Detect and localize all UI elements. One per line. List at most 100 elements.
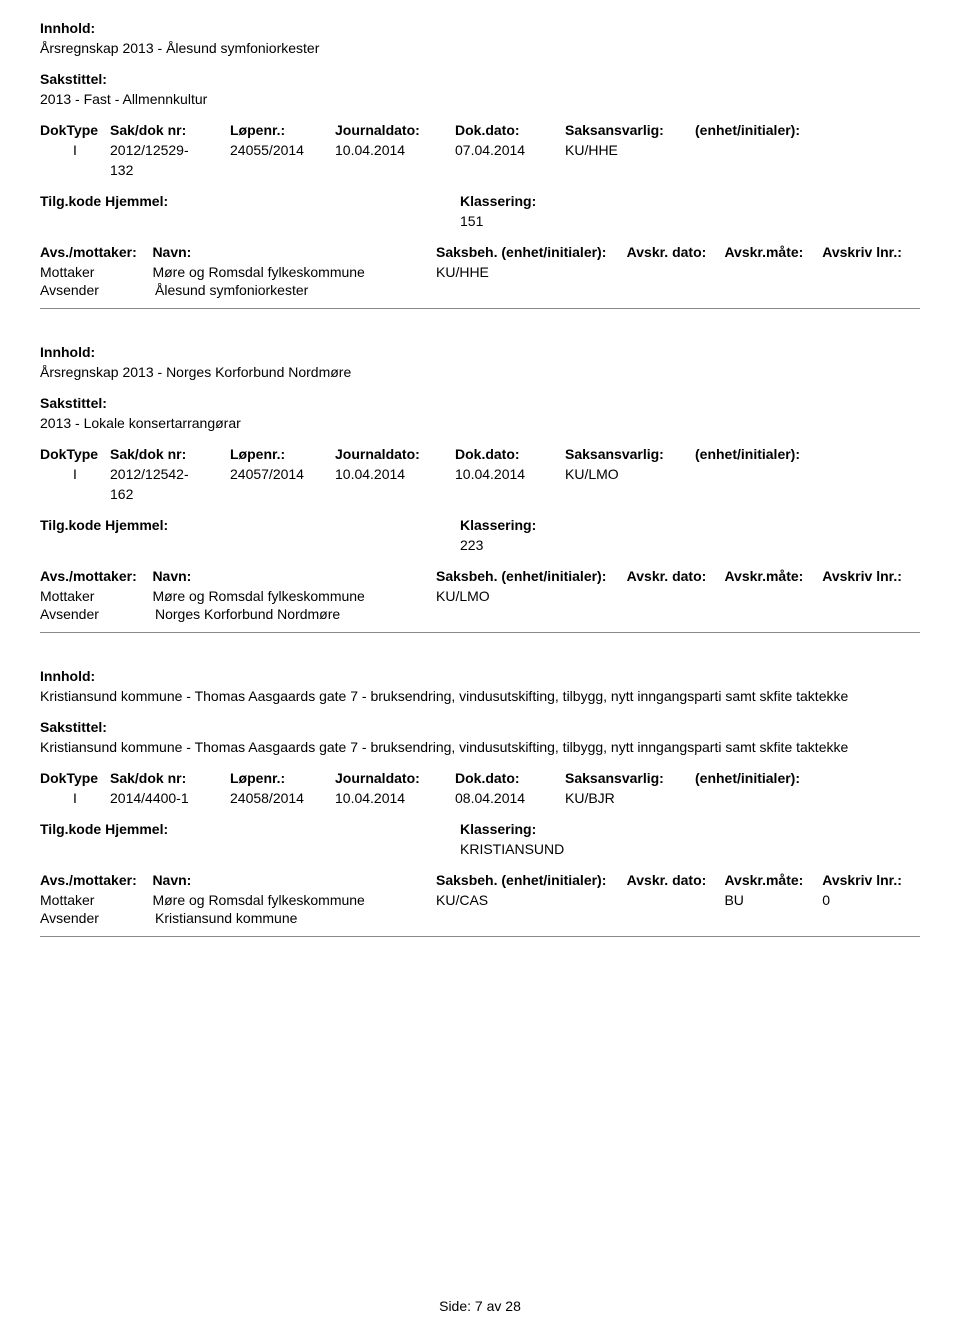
- avskrdato-header: Avskr. dato:: [627, 568, 725, 584]
- avsender-row: Avsender Norges Korforbund Nordmøre: [40, 606, 920, 622]
- journaldato-header: Journaldato:: [335, 446, 455, 462]
- mottaker-avskrivlnr: [822, 588, 920, 604]
- dokdato-header: Dok.dato:: [455, 446, 565, 462]
- avsender-row: Avsender Ålesund symfoniorkester: [40, 282, 920, 298]
- metadata-header-row: DokType Sak/dok nr: Løpenr.: Journaldato…: [40, 122, 920, 138]
- avsender-navn: Kristiansund kommune: [155, 910, 445, 926]
- enhet-header: (enhet/initialer):: [695, 122, 825, 138]
- enhet-header: (enhet/initialer):: [695, 446, 825, 462]
- doktype-value: I: [40, 790, 110, 806]
- avsender-row: Avsender Kristiansund kommune: [40, 910, 920, 926]
- navn-header: Navn:: [152, 872, 436, 888]
- dokdato-value: 10.04.2014: [455, 466, 565, 482]
- innhold-label: Innhold:: [40, 20, 920, 36]
- klassering-value: 151: [460, 213, 920, 229]
- participants-header: Avs./mottaker: Navn: Saksbeh. (enhet/ini…: [40, 244, 920, 260]
- mottaker-avskrmate: [724, 588, 822, 604]
- mottaker-saksbeh: KU/CAS: [436, 892, 627, 908]
- avskrivlnr-header: Avskriv lnr.:: [822, 244, 920, 260]
- innhold-text: Kristiansund kommune - Thomas Aasgaards …: [40, 688, 920, 704]
- avsmottaker-header: Avs./mottaker:: [40, 872, 152, 888]
- klassering-label: Klassering:: [460, 193, 536, 209]
- tilgkode-label: Tilg.kode Hjemmel:: [40, 193, 460, 209]
- mottaker-label: Mottaker: [40, 264, 152, 280]
- sakstittel-text: 2013 - Lokale konsertarrangørar: [40, 415, 920, 431]
- avskrdato-header: Avskr. dato:: [627, 872, 725, 888]
- page-current: 7: [475, 1298, 483, 1314]
- tilgkode-label: Tilg.kode Hjemmel:: [40, 517, 460, 533]
- lopenr-value: 24057/2014: [230, 466, 335, 482]
- participants-header: Avs./mottaker: Navn: Saksbeh. (enhet/ini…: [40, 568, 920, 584]
- metadata-header-row: DokType Sak/dok nr: Løpenr.: Journaldato…: [40, 770, 920, 786]
- metadata-value-row-2: 162: [40, 486, 920, 502]
- sakdoknr-header: Sak/dok nr:: [110, 122, 230, 138]
- mottaker-avskrivlnr: [822, 264, 920, 280]
- enhet-header: (enhet/initialer):: [695, 770, 825, 786]
- sakdoknr-header: Sak/dok nr:: [110, 446, 230, 462]
- mottaker-label: Mottaker: [40, 588, 152, 604]
- saksansvarlig-header: Saksansvarlig:: [565, 446, 695, 462]
- avskrmate-header: Avskr.måte:: [724, 872, 822, 888]
- sakdoknr-header: Sak/dok nr:: [110, 770, 230, 786]
- dokdato-value: 08.04.2014: [455, 790, 565, 806]
- avskrmate-header: Avskr.måte:: [724, 568, 822, 584]
- participants-header: Avs./mottaker: Navn: Saksbeh. (enhet/ini…: [40, 872, 920, 888]
- sakstittel-label: Sakstittel:: [40, 71, 920, 87]
- record-separator: [40, 632, 920, 633]
- doktype-value: I: [40, 142, 110, 158]
- saksansvarlig-value: KU/LMO: [565, 466, 695, 482]
- journaldato-header: Journaldato:: [335, 122, 455, 138]
- page-footer: Side: 7 av 28: [0, 1298, 960, 1314]
- record-separator: [40, 308, 920, 309]
- avsmottaker-header: Avs./mottaker:: [40, 244, 152, 260]
- klassering-label: Klassering:: [460, 517, 536, 533]
- saksbeh-header: Saksbeh. (enhet/initialer):: [436, 568, 627, 584]
- sakdoknr-value-1: 2012/12542-: [110, 466, 230, 482]
- mottaker-saksbeh: KU/HHE: [436, 264, 627, 280]
- mottaker-avskrivlnr: 0: [822, 892, 920, 908]
- lopenr-value: 24058/2014: [230, 790, 335, 806]
- sakstittel-text: Kristiansund kommune - Thomas Aasgaards …: [40, 739, 920, 755]
- dokdato-value: 07.04.2014: [455, 142, 565, 158]
- mottaker-label: Mottaker: [40, 892, 152, 908]
- journaldato-value: 10.04.2014: [335, 790, 455, 806]
- navn-header: Navn:: [152, 244, 436, 260]
- avsender-navn: Norges Korforbund Nordmøre: [155, 606, 445, 622]
- avskrivlnr-header: Avskriv lnr.:: [822, 872, 920, 888]
- saksansvarlig-value: KU/HHE: [565, 142, 695, 158]
- sakdoknr-value-1: 2014/4400-1: [110, 790, 230, 806]
- navn-header: Navn:: [152, 568, 436, 584]
- tilgkode-label: Tilg.kode Hjemmel:: [40, 821, 460, 837]
- tilgkode-row: Tilg.kode Hjemmel: Klassering:: [40, 193, 920, 209]
- avsender-label: Avsender: [40, 606, 155, 622]
- avskrdato-header: Avskr. dato:: [627, 244, 725, 260]
- innhold-text: Årsregnskap 2013 - Norges Korforbund Nor…: [40, 364, 920, 380]
- avsender-label: Avsender: [40, 910, 155, 926]
- side-label: Side:: [439, 1298, 471, 1314]
- lopenr-header: Løpenr.:: [230, 770, 335, 786]
- saksansvarlig-header: Saksansvarlig:: [565, 770, 695, 786]
- dokdato-header: Dok.dato:: [455, 770, 565, 786]
- record-separator: [40, 936, 920, 937]
- mottaker-navn: Møre og Romsdal fylkeskommune: [152, 264, 436, 280]
- metadata-value-row: I 2012/12542- 24057/2014 10.04.2014 10.0…: [40, 466, 920, 482]
- metadata-value-row: I 2014/4400-1 24058/2014 10.04.2014 08.0…: [40, 790, 920, 806]
- doktype-value: I: [40, 466, 110, 482]
- mottaker-row: Mottaker Møre og Romsdal fylkeskommune K…: [40, 892, 920, 908]
- avskrivlnr-header: Avskriv lnr.:: [822, 568, 920, 584]
- journaldato-value: 10.04.2014: [335, 142, 455, 158]
- av-label: av: [487, 1298, 502, 1314]
- journal-record: Innhold: Årsregnskap 2013 - Ålesund symf…: [40, 20, 920, 309]
- mottaker-row: Mottaker Møre og Romsdal fylkeskommune K…: [40, 588, 920, 604]
- mottaker-navn: Møre og Romsdal fylkeskommune: [152, 892, 436, 908]
- sakdoknr-value-2: 162: [110, 486, 230, 502]
- page-total: 28: [505, 1298, 521, 1314]
- sakdoknr-value-2: 132: [110, 162, 230, 178]
- tilgkode-row: Tilg.kode Hjemmel: Klassering:: [40, 517, 920, 533]
- avsmottaker-header: Avs./mottaker:: [40, 568, 152, 584]
- metadata-value-row: I 2012/12529- 24055/2014 10.04.2014 07.0…: [40, 142, 920, 158]
- saksbeh-header: Saksbeh. (enhet/initialer):: [436, 244, 627, 260]
- sakstittel-label: Sakstittel:: [40, 395, 920, 411]
- innhold-text: Årsregnskap 2013 - Ålesund symfoniorkest…: [40, 40, 920, 56]
- sakstittel-text: 2013 - Fast - Allmennkultur: [40, 91, 920, 107]
